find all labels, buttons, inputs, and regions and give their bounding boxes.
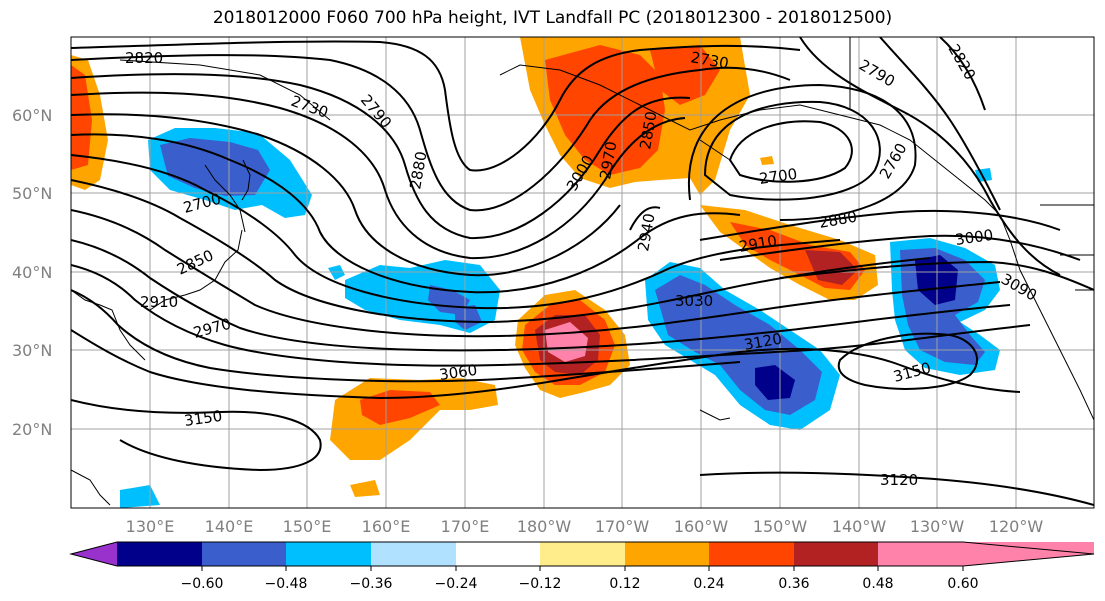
colorbar-ticks (201, 566, 964, 571)
lat-label: 20°N (12, 420, 52, 439)
colorbar-label: −0.12 (519, 576, 562, 592)
contour-label: 3120 (880, 471, 918, 489)
colorbar-segment (878, 542, 963, 566)
contour-label: 3150 (183, 407, 223, 430)
lon-label: 170°W (595, 517, 650, 536)
colorbar-segment (456, 542, 540, 566)
colorbar-label: −0.36 (350, 576, 393, 592)
colorbar-segment (625, 542, 709, 566)
colorbar-extend-high (963, 542, 1094, 566)
contour-label: 2820 (125, 49, 163, 67)
colorbar-label: −0.60 (181, 576, 224, 592)
contour-label: 3060 (438, 361, 478, 384)
contour-label: 2910 (140, 293, 178, 311)
colorbar-segment (286, 542, 371, 566)
colorbar-label: 0.12 (609, 576, 640, 592)
map-title: 2018012000 F060 700 hPa height, IVT Land… (212, 8, 893, 28)
colorbar-label: 0.48 (862, 576, 893, 592)
colorbar-segment (202, 542, 286, 566)
lat-label: 40°N (12, 263, 52, 282)
lon-label: 180°W (517, 517, 572, 536)
contour-label: 2700 (758, 165, 798, 188)
colorbar-segment (794, 542, 878, 566)
contour-label: 3030 (675, 292, 713, 310)
colorbar-label: −0.48 (265, 576, 308, 592)
map-frame (70, 36, 1095, 509)
colorbar-extend-low (71, 542, 117, 566)
latitude-labels: 60°N 50°N 40°N 30°N 20°N (12, 106, 52, 439)
colorbar-label: 0.60 (947, 576, 978, 592)
lon-label: 150°E (283, 517, 332, 536)
colorbar-segment (371, 542, 456, 566)
colorbar-label: 0.24 (693, 576, 724, 592)
colorbar-label: −0.24 (435, 576, 478, 592)
lon-label: 160°E (362, 517, 411, 536)
colorbar-segment (709, 542, 794, 566)
lon-label: 140°W (832, 517, 887, 536)
lon-label: 130°W (910, 517, 965, 536)
colorbar-segment (540, 542, 625, 566)
lon-label: 150°W (753, 517, 808, 536)
contour-label: 3000 (954, 226, 994, 249)
lat-label: 60°N (12, 106, 52, 125)
lat-label: 30°N (12, 341, 52, 360)
colorbar-segment (117, 542, 202, 566)
longitude-labels: 130°E 140°E 150°E 160°E 170°E 180°W 170°… (126, 517, 1044, 536)
colorbar-labels: −0.60 −0.48 −0.36 −0.24 −0.12 0.12 0.24 … (181, 576, 979, 592)
graticule (71, 37, 1094, 508)
lon-label: 160°W (674, 517, 729, 536)
lon-label: 140°E (205, 517, 254, 536)
height-contours (71, 37, 1094, 506)
lat-label: 50°N (12, 184, 52, 203)
lon-label: 170°E (441, 517, 490, 536)
lon-label: 130°E (126, 517, 175, 536)
colorbar: −0.60 −0.48 −0.36 −0.24 −0.12 0.12 0.24 … (69, 541, 1095, 592)
lon-label: 120°W (989, 517, 1044, 536)
colorbar-label: 0.36 (778, 576, 809, 592)
